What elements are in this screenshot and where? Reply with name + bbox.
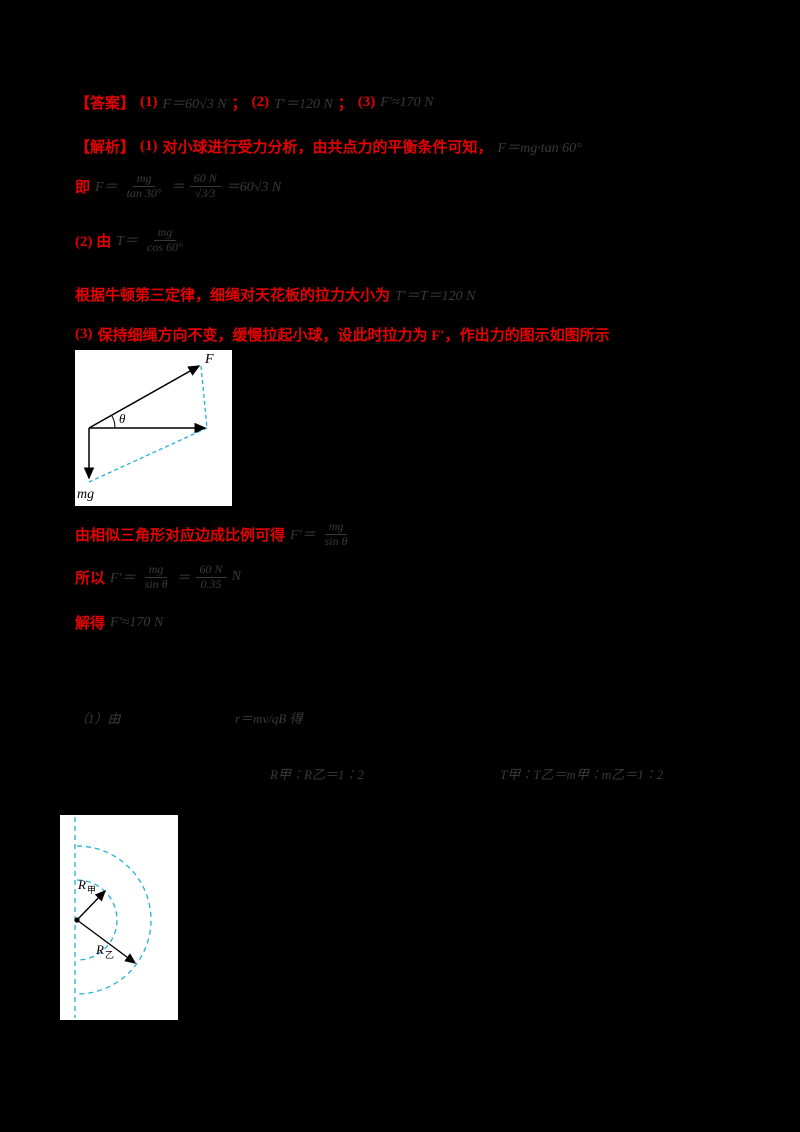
analysis-part1-math: F＝mg·tan 60°	[497, 140, 582, 156]
answer-part2-math: T′＝120 N	[274, 96, 333, 112]
equation-2-fraction-2: 60 N 0.35	[195, 562, 227, 592]
circular-paths-diagram-container: R 甲 R 乙	[60, 815, 178, 1025]
analysis-label: 【解析】	[75, 140, 136, 156]
equation-1-lead: 即	[75, 179, 91, 196]
equation-2-lead: 所以	[75, 570, 106, 587]
equation-2-pre: F′＝	[110, 571, 136, 587]
theta-angle-arc	[111, 415, 116, 429]
radius-jia-arrow	[76, 889, 106, 921]
equation-1-post: ＝60√3 N	[225, 180, 282, 196]
force-diagram: F θ mg	[75, 350, 232, 506]
equation-1-fraction-2: 60 N √3⁄3	[189, 171, 221, 201]
next-problem-lead-text: （1）由	[75, 711, 121, 726]
fraction-denominator: sin θ	[324, 533, 348, 548]
fraction-denominator: tan 30°	[126, 185, 162, 200]
newton-text: 根据牛顿第三定律，细绳对天花板的拉力大小为	[75, 288, 391, 304]
theta-label: θ	[119, 411, 126, 426]
period-ratio-text: T甲∶T乙＝m甲∶m乙＝1∶2	[500, 767, 664, 782]
radius-yi-arrow	[76, 919, 137, 964]
radius-yi-subscript: 乙	[105, 950, 114, 960]
newton-line: 根据牛顿第三定律，细绳对天花板的拉力大小为 T′＝T＝120 N	[75, 284, 476, 305]
inner-orbit-arc	[76, 879, 118, 961]
fraction-numerator: mg	[153, 225, 177, 241]
answer-separator-1: ；	[231, 96, 247, 112]
geometry-line: 由相似三角形对应边成比例可得 F′＝ mg sin θ	[75, 519, 352, 549]
fraction-denominator: √3⁄3	[194, 185, 216, 200]
geometry-text: 由相似三角形对应边成比例可得	[75, 527, 286, 544]
answer-part2-label: (2)	[251, 94, 270, 110]
next-problem-formula-text: r＝mv/qB 得	[235, 711, 303, 726]
period-ratio-formula: T甲∶T乙＝m甲∶m乙＝1∶2	[500, 764, 663, 783]
analysis-part1-label: (1)	[140, 138, 158, 154]
fraction-numerator: mg	[324, 519, 348, 535]
radius-jia-subscript: 甲	[87, 885, 96, 895]
answer-part3-label: (3)	[357, 94, 376, 110]
fraction-denominator: sin θ	[144, 576, 168, 591]
circular-paths-diagram: R 甲 R 乙	[60, 815, 178, 1020]
fraction-numerator: 60 N	[195, 562, 227, 578]
answer-separator-2: ；	[337, 96, 353, 112]
force-f-label: F	[204, 352, 214, 367]
part3-label: (3)	[75, 326, 93, 342]
outer-orbit-arc	[76, 845, 152, 995]
part2-lead: (2) 由	[75, 233, 112, 250]
equation-1-pre: F＝	[95, 180, 118, 196]
radius-ratio-formula: R甲∶R乙＝1∶2	[270, 764, 364, 783]
force-f-arrow	[88, 365, 201, 429]
part2-line: (2) 由 T＝ mg cos 60°	[75, 225, 187, 255]
answer-part1-math: F＝60√3 N	[162, 96, 227, 112]
analysis-part1-text: 对小球进行受力分析，由共点力的平衡条件可知，	[162, 140, 493, 156]
part3-text: 保持细绳方向不变，缓慢拉起小球，设此时拉力为 F′，作出力的图示如图所示	[97, 328, 610, 344]
fraction-numerator: mg	[144, 562, 168, 578]
equation-2-mid: ＝	[176, 571, 191, 587]
equation-2-post: N	[231, 569, 241, 585]
analysis-line: 【解析】 (1) 对小球进行受力分析，由共点力的平衡条件可知， F＝mg·tan…	[75, 136, 582, 157]
fraction-denominator: cos 60°	[147, 239, 183, 254]
equation-2-fraction-1: mg sin θ	[141, 562, 172, 592]
geometry-pre: F′＝	[290, 528, 316, 544]
result-math: F′≈170 N	[110, 614, 164, 630]
next-problem-lead: （1）由	[75, 708, 121, 727]
fraction-denominator: 0.35	[200, 576, 222, 591]
answer-label: 【答案】	[75, 96, 136, 112]
fraction-numerator: mg	[132, 171, 156, 187]
result-line: 解得 F′≈170 N	[75, 612, 163, 633]
result-lead: 解得	[75, 616, 106, 632]
part3-line: (3) 保持细绳方向不变，缓慢拉起小球，设此时拉力为 F′，作出力的图示如图所示	[75, 324, 610, 345]
equation-1-fraction-1: mg tan 30°	[123, 171, 166, 201]
dashed-construction-line-right	[200, 365, 208, 429]
answer-part3-math: F′≈170 N	[380, 94, 434, 110]
radius-jia-label: R	[77, 877, 86, 892]
force-diagram-container: F θ mg	[75, 350, 232, 511]
part2-pre: T＝	[116, 234, 139, 250]
mg-label: mg	[77, 487, 94, 502]
answer-part1-label: (1)	[140, 94, 158, 110]
equation-1-line: 即 F＝ mg tan 30° ＝ 60 N √3⁄3 ＝60√3 N	[75, 171, 282, 201]
radius-yi-label: R	[95, 942, 104, 957]
newton-math: T′＝T＝120 N	[395, 288, 476, 304]
radius-ratio-text: R甲∶R乙＝1∶2	[270, 767, 364, 782]
equation-2-line: 所以 F′＝ mg sin θ ＝ 60 N 0.35 N	[75, 562, 241, 592]
geometry-fraction: mg sin θ	[321, 519, 352, 549]
equation-1-mid: ＝	[170, 180, 185, 196]
next-problem-formula: r＝mv/qB 得	[235, 708, 303, 727]
answer-line: 【答案】 (1) F＝60√3 N ； (2) T′＝120 N ； (3) F…	[75, 92, 433, 113]
dashed-construction-line-diagonal	[88, 427, 208, 483]
part2-fraction: mg cos 60°	[143, 225, 187, 255]
fraction-numerator: 60 N	[189, 171, 221, 187]
